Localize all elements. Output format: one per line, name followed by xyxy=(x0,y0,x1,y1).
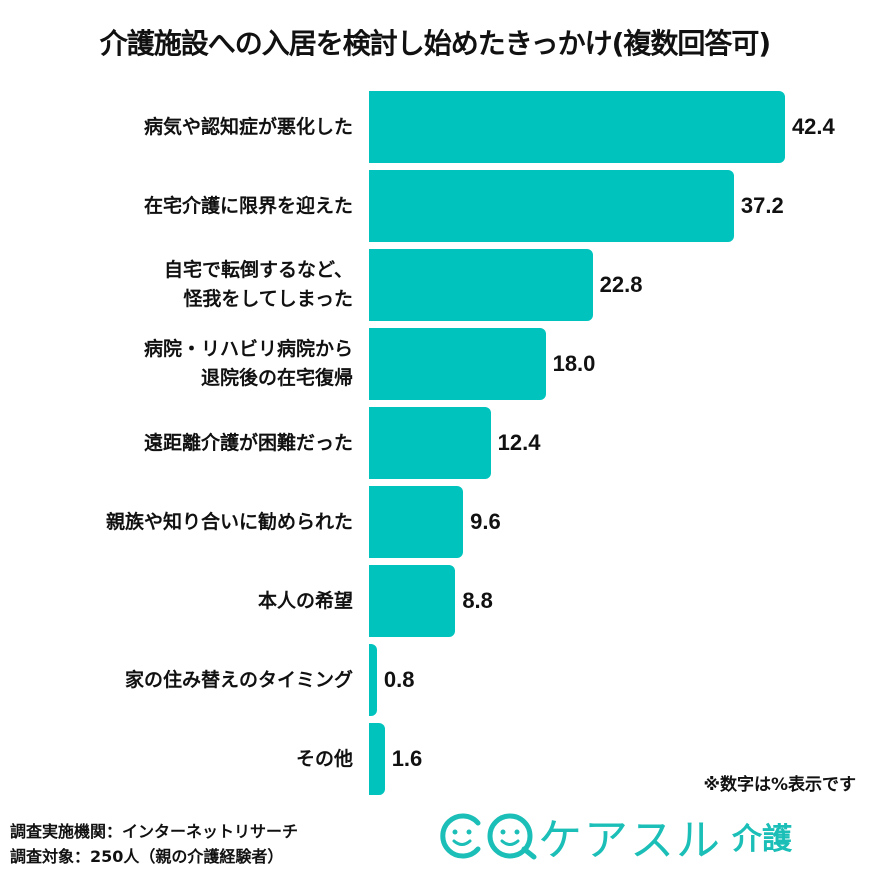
bar-row: 遠距離介護が困難だった 12.4 xyxy=(0,407,870,479)
label-line: 遠距離介護が困難だった xyxy=(143,431,353,454)
category-label: 本人の希望 xyxy=(258,565,353,637)
bar xyxy=(369,565,456,637)
value-label: 1.6 xyxy=(391,746,423,771)
label-line: その他 xyxy=(295,747,353,770)
value-label: 0.8 xyxy=(383,667,415,692)
category-label: 在宅介護に限界を迎えた xyxy=(144,170,353,242)
bar-row: 病気や認知症が悪化した 42.4 xyxy=(0,91,870,163)
category-label: 病気や認知症が悪化した xyxy=(144,91,353,163)
logo-sub: 介護 xyxy=(732,822,792,857)
label-line: 自宅で転倒するなど、 xyxy=(163,259,353,281)
survey-target: 調査対象：250人（親の介護経験者） xyxy=(10,847,284,866)
unit-note: ※数字は%表示です xyxy=(703,775,856,795)
logo: ケアスル 介護 xyxy=(438,808,792,866)
category-label: 親族や知り合いに勧められた xyxy=(106,486,353,558)
logo-text: ケアスル xyxy=(538,815,722,866)
bar-row: 病院・リハビリ病院から退院後の在宅復帰 18.0 xyxy=(0,328,870,400)
bar xyxy=(369,328,546,400)
bar-row: その他 1.6 xyxy=(0,723,870,795)
bar-row: 自宅で転倒するなど、怪我をしてしまった 22.8 xyxy=(0,249,870,321)
label-line: 怪我をしてしまった xyxy=(183,288,353,310)
category-label: その他 xyxy=(296,723,353,795)
label-line: 退院後の在宅復帰 xyxy=(200,367,353,389)
value-label: 37.2 xyxy=(740,193,784,218)
category-label: 家の住み替えのタイミング xyxy=(125,644,353,716)
bar xyxy=(369,486,464,558)
category-label: 自宅で転倒するなど、怪我をしてしまった xyxy=(164,249,353,321)
label-line: 親族や知り合いに勧められた xyxy=(105,510,353,533)
bar xyxy=(369,407,491,479)
value-label: 18.0 xyxy=(552,351,596,376)
bar xyxy=(369,723,385,795)
smiley-faces-icon xyxy=(440,813,537,860)
value-label: 12.4 xyxy=(497,430,541,455)
label-line: 在宅介護に限界を迎えた xyxy=(143,194,353,217)
category-label: 病院・リハビリ病院から退院後の在宅復帰 xyxy=(144,328,353,400)
bar-row: 本人の希望 8.8 xyxy=(0,565,870,637)
label-line: 病気や認知症が悪化した xyxy=(143,115,353,138)
survey-org: 調査実施機関：インターネットリサーチ xyxy=(10,822,299,841)
bar xyxy=(369,644,377,716)
value-label: 42.4 xyxy=(791,114,835,139)
bar-row: 家の住み替えのタイミング 0.8 xyxy=(0,644,870,716)
bar xyxy=(369,91,785,163)
value-label: 9.6 xyxy=(470,509,501,534)
category-label: 遠距離介護が困難だった xyxy=(144,407,353,479)
chart-title: 介護施設への入居を検討し始めたきっかけ(複数回答可) xyxy=(99,27,771,60)
bar xyxy=(369,170,734,242)
bar-row: 在宅介護に限界を迎えた 37.2 xyxy=(0,170,870,242)
label-line: 本人の希望 xyxy=(257,589,353,612)
label-line: 家の住み替えのタイミング xyxy=(124,668,353,691)
value-label: 22.8 xyxy=(599,272,643,297)
bar-row: 親族や知り合いに勧められた 9.6 xyxy=(0,486,870,558)
bar xyxy=(369,249,593,321)
value-label: 8.8 xyxy=(462,588,493,613)
label-line: 病院・リハビリ病院から xyxy=(143,338,353,360)
